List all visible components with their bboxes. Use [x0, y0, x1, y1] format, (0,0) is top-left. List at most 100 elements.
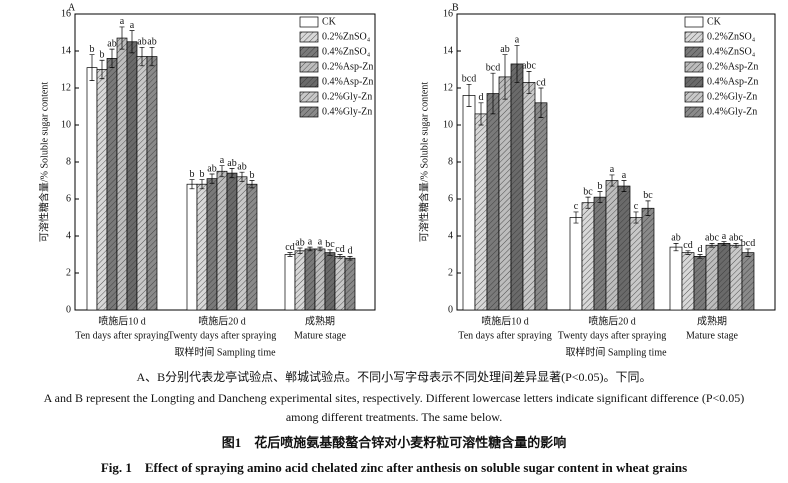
bar [581, 202, 595, 311]
significance-letter: bcd [741, 238, 755, 249]
y-tick-label: 2 [448, 267, 453, 278]
error-bar [189, 179, 195, 190]
bar [86, 67, 98, 311]
error-bar [466, 83, 472, 107]
y-tick-label: 0 [448, 304, 453, 315]
legend-swatch [299, 61, 319, 73]
error-bar [514, 45, 520, 83]
x-tick-label: Twenty days after spraying [168, 330, 276, 341]
note-cn: A、B分别代表龙亭试验点、郸城试验点。不同小写字母表示不同处理间差异显著(P<0… [136, 369, 651, 384]
error-bar [709, 243, 715, 248]
bar [126, 41, 138, 311]
legend-label: 0.2%Gly-Zn [707, 91, 757, 102]
legend-swatch [684, 31, 704, 43]
y-tick-label: 0 [66, 304, 71, 315]
significance-letter: a [308, 236, 313, 247]
y-tick-label: 12 [443, 82, 453, 93]
x-tick-label: 喷施后20 d [588, 314, 636, 327]
y-tick-label: 14 [443, 45, 453, 56]
significance-letter: cd [285, 242, 294, 253]
error-bar [209, 173, 215, 184]
error-bar [745, 248, 751, 257]
error-bar [199, 179, 205, 190]
legend-swatch [299, 91, 319, 103]
significance-letter: ab [107, 38, 116, 49]
bar [705, 244, 719, 311]
significance-letter: cd [335, 244, 344, 255]
bar [196, 183, 208, 311]
bar [314, 248, 326, 311]
significance-letter: b [598, 181, 603, 192]
x-tick-label: 喷施后10 d [98, 314, 146, 327]
significance-letter: b [190, 169, 195, 180]
x-tick-label: Ten days after spraying [458, 330, 551, 341]
legend-label: 0.2%Asp-Zn [707, 61, 758, 72]
x-tick-label: 喷施后20 d [198, 314, 246, 327]
bar [334, 256, 346, 311]
legend-label: 0.4%Asp-Zn [322, 76, 373, 87]
x-tick-label: Ten days after spraying [75, 330, 168, 341]
significance-letter: a [515, 35, 520, 46]
bar [486, 93, 500, 311]
y-tick-label: 4 [66, 230, 71, 241]
bar [534, 102, 548, 311]
significance-letter: a [130, 20, 135, 31]
error-bar [99, 59, 105, 80]
significance-letter: d [348, 246, 353, 257]
y-tick-label: 10 [61, 119, 71, 130]
error-bar [307, 246, 313, 252]
error-bar [149, 46, 155, 67]
legend-label: 0.4%ZnSO₄ [322, 46, 371, 57]
significance-letter: ab [237, 161, 246, 172]
legend-label: 0.2%Asp-Zn [322, 61, 373, 72]
error-bar [597, 191, 603, 204]
bar [146, 56, 158, 311]
bar [462, 95, 476, 311]
legend-label: 0.4%Gly-Zn [322, 106, 372, 117]
y-tick-label: 6 [448, 193, 453, 204]
significance-letter: abc [522, 61, 536, 72]
y-tick-label: 6 [66, 193, 71, 204]
bar [236, 176, 248, 311]
x-tick-label: 成熟期 [697, 314, 727, 327]
error-bar [502, 54, 508, 100]
legend-label: 0.2%ZnSO₄ [707, 31, 756, 42]
significance-letter: b [200, 169, 205, 180]
bar [284, 254, 296, 311]
bar [304, 248, 316, 311]
significance-letter: ab [137, 37, 146, 48]
error-bar [478, 102, 484, 126]
y-tick-label: 16 [61, 8, 71, 19]
y-tick-label: 16 [443, 8, 453, 19]
significance-letter: c [634, 201, 639, 212]
y-tick-label: 14 [61, 45, 71, 56]
significance-letter: c [574, 201, 579, 212]
legend-swatch [299, 16, 319, 28]
significance-letter: abc [729, 233, 743, 244]
significance-letter: d [479, 92, 484, 103]
significance-letter: ab [671, 233, 680, 244]
error-bar [317, 246, 323, 252]
significance-letter: ab [227, 158, 236, 169]
bar [246, 183, 258, 311]
bar [629, 217, 643, 311]
significance-letter: cd [683, 240, 692, 251]
y-tick-label: 2 [66, 267, 71, 278]
legend-label: 0.4%ZnSO₄ [707, 46, 756, 57]
error-bar [139, 46, 145, 67]
error-bar [621, 180, 627, 192]
legend-label: 0.4%Gly-Zn [707, 106, 757, 117]
error-bar [673, 243, 679, 252]
significance-letter: ab [500, 44, 509, 55]
significance-letter: ab [147, 37, 156, 48]
error-bar [109, 48, 115, 68]
error-bar [721, 241, 727, 246]
figure-title-cn: 图1 花后喷施氨基酸螯合锌对小麦籽粒可溶性糖含量的影响 [222, 435, 567, 450]
bar [324, 252, 336, 311]
y-axis-label: 可溶性糖含量/% Soluble sugar content [417, 82, 430, 242]
y-tick-label: 12 [61, 82, 71, 93]
bar [136, 56, 148, 311]
x-tick-label: Mature stage [294, 330, 346, 341]
significance-letter: a [610, 164, 615, 175]
error-bar [89, 54, 95, 81]
